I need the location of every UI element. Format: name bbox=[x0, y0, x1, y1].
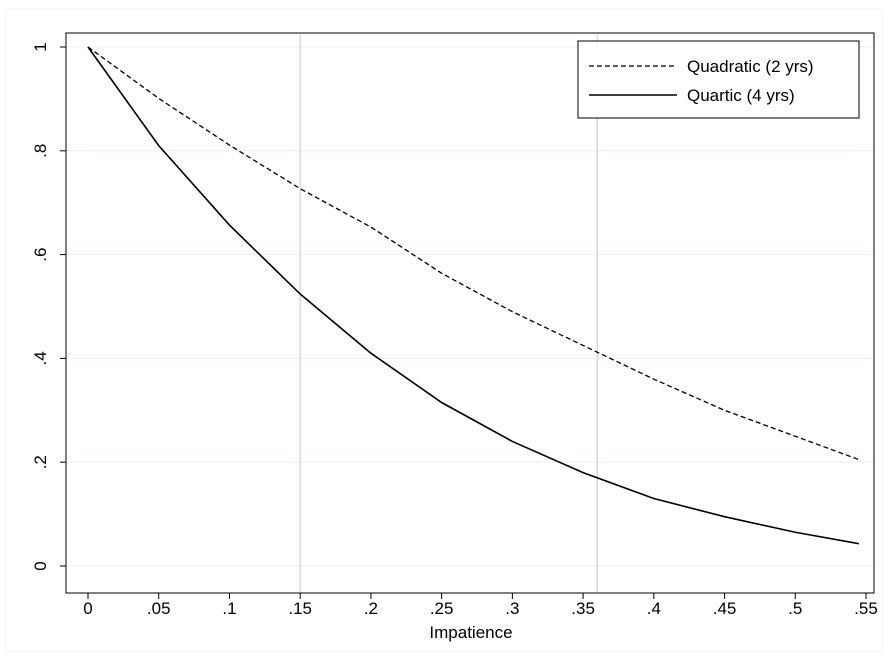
y-tick-label-4: .8 bbox=[31, 144, 50, 158]
x-tick-label-10: .5 bbox=[788, 599, 802, 618]
x-tick-label-1: .05 bbox=[147, 599, 171, 618]
series-line-quartic bbox=[87, 46, 860, 545]
axes bbox=[65, 33, 874, 594]
x-tick-label-4: .2 bbox=[364, 599, 378, 618]
legend-box bbox=[577, 40, 860, 119]
x-tick-label-2: .1 bbox=[222, 599, 236, 618]
x-tick-label-0: 0 bbox=[83, 599, 92, 618]
ticks: 0 .05 .1 .15 .2 .25 .3 .35 .4 .45 .5 .55 0 .2 .4 .6 .8 1 bbox=[31, 42, 878, 618]
x-tick-label-7: .35 bbox=[571, 599, 595, 618]
x-tick-label-6: .3 bbox=[505, 599, 519, 618]
x-tick-label-8: .4 bbox=[647, 599, 661, 618]
x-tick-label-3: .15 bbox=[288, 599, 312, 618]
x-tick-label-11: .55 bbox=[854, 599, 878, 618]
series-lines bbox=[87, 46, 860, 545]
legend-label-1: Quartic (4 yrs) bbox=[687, 86, 795, 105]
x-axis-title: Impatience bbox=[429, 623, 512, 642]
grid-lines bbox=[67, 46, 873, 567]
reference-lines bbox=[299, 34, 598, 592]
x-tick-label-9: .45 bbox=[713, 599, 737, 618]
y-tick-label-3: .6 bbox=[31, 248, 50, 262]
outer-frame bbox=[5, 8, 883, 652]
legend: Quadratic (2 yrs) Quartic (4 yrs) bbox=[577, 40, 860, 119]
y-tick-label-2: .4 bbox=[31, 351, 50, 365]
y-tick-label-0: 0 bbox=[31, 561, 50, 570]
legend-label-0: Quadratic (2 yrs) bbox=[687, 57, 814, 76]
y-tick-label-5: 1 bbox=[31, 42, 50, 51]
x-tick-label-5: .25 bbox=[430, 599, 454, 618]
series-line-quadratic bbox=[87, 46, 860, 461]
y-tick-label-1: .2 bbox=[31, 455, 50, 469]
